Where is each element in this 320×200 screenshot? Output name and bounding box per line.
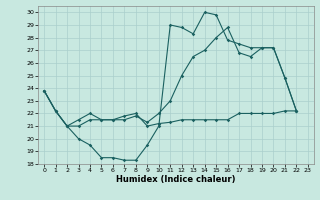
X-axis label: Humidex (Indice chaleur): Humidex (Indice chaleur) [116,175,236,184]
